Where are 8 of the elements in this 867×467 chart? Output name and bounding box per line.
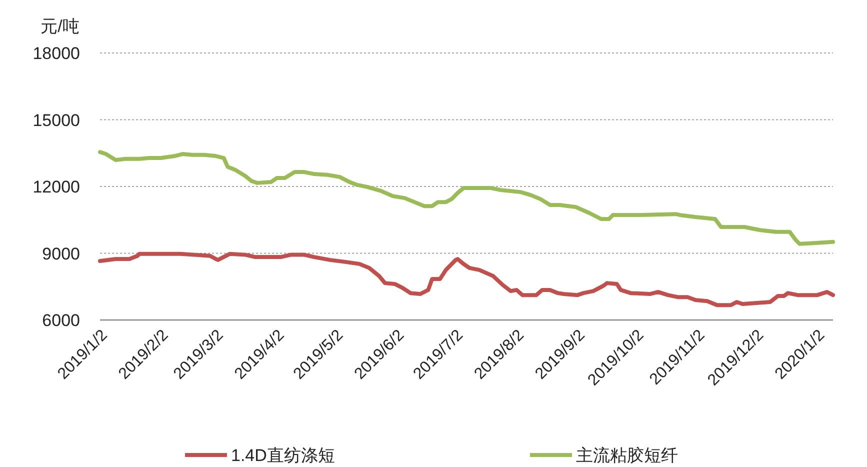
legend-label: 主流粘胶短纤 <box>576 446 678 465</box>
y-tick-label: 12000 <box>32 178 80 196</box>
y-tick-label: 9000 <box>42 244 80 264</box>
y-tick-label: 15000 <box>32 110 80 130</box>
legend-label: 1.4D直纺涤短 <box>231 446 335 465</box>
y-axis-title: 元/吨 <box>40 17 80 36</box>
y-tick-label: 18000 <box>32 44 80 63</box>
y-tick-label: 6000 <box>42 311 80 330</box>
